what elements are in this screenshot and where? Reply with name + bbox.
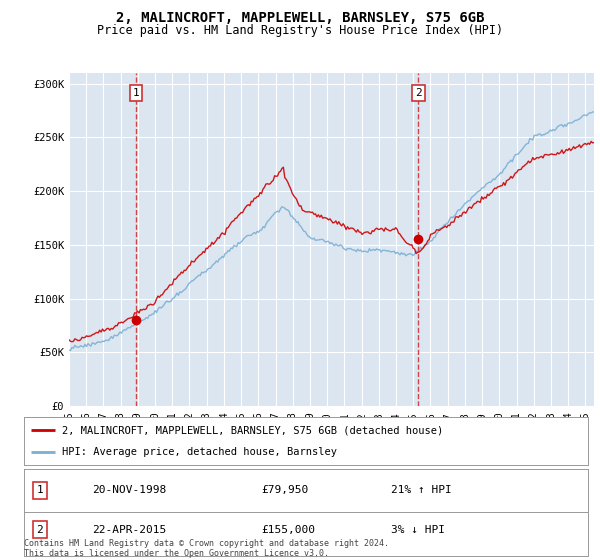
Text: 21% ↑ HPI: 21% ↑ HPI bbox=[391, 486, 451, 495]
Text: 2: 2 bbox=[415, 88, 422, 98]
Text: HPI: Average price, detached house, Barnsley: HPI: Average price, detached house, Barn… bbox=[62, 447, 337, 457]
Text: Contains HM Land Registry data © Crown copyright and database right 2024.
This d: Contains HM Land Registry data © Crown c… bbox=[24, 539, 389, 558]
Text: 20-NOV-1998: 20-NOV-1998 bbox=[92, 486, 166, 495]
Text: 1: 1 bbox=[133, 88, 140, 98]
Text: 2: 2 bbox=[37, 525, 43, 535]
Text: 2, MALINCROFT, MAPPLEWELL, BARNSLEY, S75 6GB (detached house): 2, MALINCROFT, MAPPLEWELL, BARNSLEY, S75… bbox=[62, 425, 443, 435]
Text: 22-APR-2015: 22-APR-2015 bbox=[92, 525, 166, 535]
Text: £155,000: £155,000 bbox=[261, 525, 315, 535]
Text: 1: 1 bbox=[37, 486, 43, 495]
Text: 3% ↓ HPI: 3% ↓ HPI bbox=[391, 525, 445, 535]
Text: 2, MALINCROFT, MAPPLEWELL, BARNSLEY, S75 6GB: 2, MALINCROFT, MAPPLEWELL, BARNSLEY, S75… bbox=[116, 11, 484, 25]
Text: Price paid vs. HM Land Registry's House Price Index (HPI): Price paid vs. HM Land Registry's House … bbox=[97, 24, 503, 36]
Text: £79,950: £79,950 bbox=[261, 486, 308, 495]
